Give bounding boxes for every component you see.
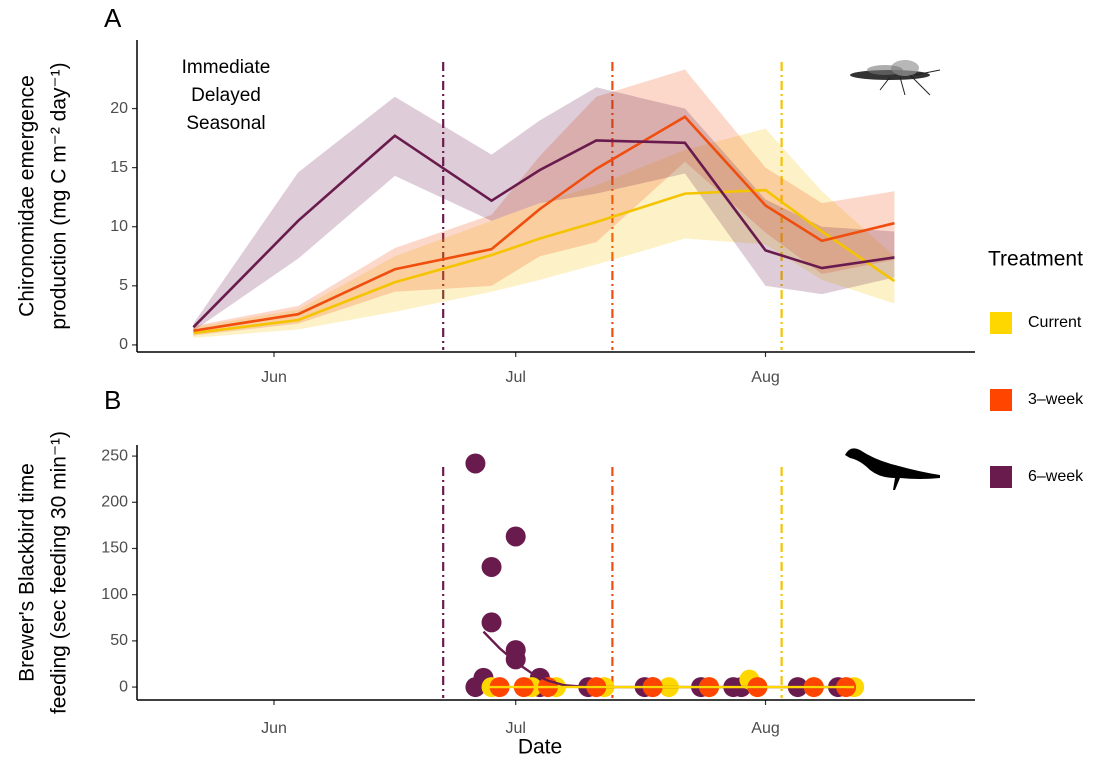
legend-swatch	[990, 312, 1012, 334]
legend-title: Treatment	[988, 248, 1083, 271]
x-tick-label: Aug	[751, 720, 779, 737]
annotation: Seasonal	[186, 113, 265, 134]
y-tick-label: 250	[101, 447, 128, 464]
y-tick-label: 10	[110, 218, 128, 235]
y-axis-label: production (mg C m⁻² day⁻¹)	[48, 62, 71, 329]
bird-icon	[845, 448, 940, 490]
x-tick-label: Jun	[261, 369, 287, 386]
y-axis-label: Brewer's Blackbird time	[16, 463, 39, 682]
panel-label: B	[104, 385, 121, 415]
y-tick-label: 5	[119, 277, 128, 294]
point	[506, 526, 526, 546]
y-tick-label: 50	[110, 632, 128, 649]
x-tick-label: Jul	[505, 720, 525, 737]
y-axis-label: feeding (sec feeding 30 min⁻¹)	[48, 431, 71, 714]
panel-label: A	[104, 3, 122, 33]
y-axis-label: Chironomidae emergence	[16, 75, 39, 317]
y-tick-label: 150	[101, 540, 128, 557]
y-tick-label: 200	[101, 494, 128, 511]
legend-label: 3–week	[1028, 391, 1084, 408]
legend-swatch	[990, 466, 1012, 488]
figure: A Chironomidae emergence production (mg C …	[0, 0, 1108, 761]
x-axis-label: Date	[518, 736, 562, 759]
y-tick-label: 20	[110, 100, 128, 117]
legend-label: 6–week	[1028, 468, 1084, 485]
legend-swatch	[990, 389, 1012, 411]
x-tick-label: Jul	[505, 369, 525, 386]
mosquito-icon	[850, 60, 940, 95]
annotation: Delayed	[191, 85, 261, 106]
x-tick-label: Jun	[261, 720, 287, 737]
y-tick-label: 0	[119, 336, 128, 353]
point	[482, 557, 502, 577]
x-tick-label: Aug	[751, 369, 779, 386]
y-tick-label: 15	[110, 159, 128, 176]
point	[482, 612, 502, 632]
annotation: Immediate	[182, 57, 271, 78]
y-tick-label: 0	[119, 678, 128, 695]
legend-label: Current	[1028, 314, 1082, 331]
point	[465, 453, 485, 473]
y-tick-label: 100	[101, 586, 128, 603]
